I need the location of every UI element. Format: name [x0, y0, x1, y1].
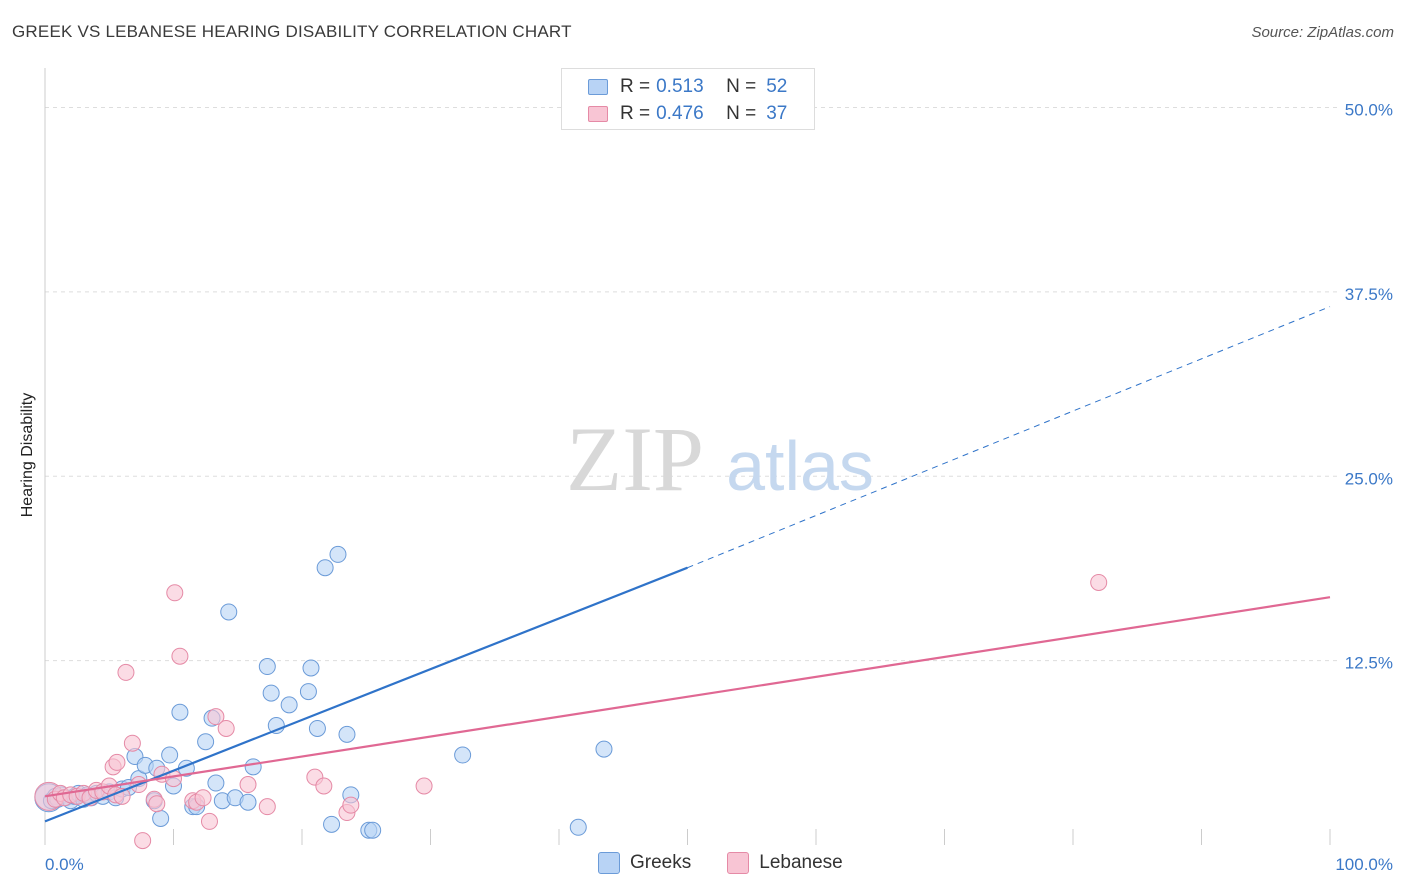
- lebanese-point: [123, 734, 141, 752]
- greeks-point: [302, 659, 320, 677]
- tick-labels: 12.5% 25.0% 37.5% 50.0% 0.0% 100.0%: [45, 101, 1393, 875]
- n-label: N =: [726, 76, 757, 97]
- stats-row-lebanese: R = 0.476 N = 37: [588, 102, 787, 126]
- legend-item-greeks[interactable]: Greeks: [598, 852, 691, 874]
- greeks-point: [299, 683, 317, 701]
- trend-lines: [44, 306, 1331, 823]
- greeks-point: [364, 821, 382, 839]
- greeks-swatch: [588, 79, 608, 95]
- watermark-atlas: atlas: [726, 427, 874, 505]
- greeks-point: [454, 746, 472, 764]
- lebanese-point: [207, 708, 225, 726]
- lebanese-point: [148, 795, 166, 813]
- greeks-point: [316, 559, 334, 577]
- lebanese-point: [1090, 573, 1108, 591]
- x-tick-label: 0.0%: [45, 855, 84, 874]
- greeks-point: [338, 725, 356, 743]
- greeks-point: [239, 793, 257, 811]
- lebanese-point: [117, 663, 135, 681]
- greeks-point: [161, 746, 179, 764]
- lebanese-point: [342, 796, 360, 814]
- lebanese-point: [239, 776, 257, 794]
- stats-row-greeks: R = 0.513 N = 52: [588, 75, 787, 99]
- legend-label-lebanese: Lebanese: [759, 852, 843, 873]
- greeks-point: [280, 696, 298, 714]
- r-value: 0.513: [656, 76, 704, 97]
- y-tick-label: 25.0%: [1345, 469, 1393, 488]
- lebanese-point: [166, 584, 184, 602]
- greeks-legend-swatch: [598, 852, 620, 874]
- r-value: 0.476: [656, 103, 704, 124]
- lebanese-point: [171, 647, 189, 665]
- greeks-point: [244, 758, 262, 776]
- grid-lines: [45, 107, 1340, 662]
- greeks-point: [207, 774, 225, 792]
- lebanese-legend-swatch: [727, 852, 750, 874]
- axes: [44, 68, 1331, 845]
- greeks-point: [329, 545, 347, 563]
- y-tick-label: 12.5%: [1345, 654, 1393, 673]
- greeks-trend-extension: [687, 306, 1331, 569]
- series-legend: Greeks Lebanese: [598, 852, 879, 874]
- y-tick-label: 37.5%: [1345, 285, 1393, 304]
- greeks-point: [197, 733, 215, 751]
- r-label: R =: [620, 76, 651, 97]
- legend-item-lebanese[interactable]: Lebanese: [727, 852, 843, 874]
- lebanese-point: [415, 777, 433, 795]
- greeks-point: [262, 684, 280, 702]
- greeks-point: [258, 658, 276, 676]
- lebanese-swatch: [588, 106, 608, 122]
- lebanese-point: [217, 719, 235, 737]
- greeks-point: [595, 740, 613, 758]
- greeks-trend-line: [44, 566, 688, 823]
- watermark-zip: ZIP: [566, 408, 704, 510]
- greeks-point: [220, 603, 238, 621]
- greeks-point: [152, 809, 170, 827]
- r-label: R =: [620, 103, 651, 124]
- greeks-point: [171, 703, 189, 721]
- lebanese-point: [194, 789, 212, 807]
- n-value: 52: [766, 76, 788, 97]
- n-label: N =: [726, 103, 757, 124]
- x-tick-label: 100.0%: [1335, 855, 1393, 874]
- lebanese-point: [315, 777, 333, 795]
- n-value: 37: [766, 103, 788, 124]
- greeks-point: [569, 818, 587, 836]
- y-tick-label: 50.0%: [1345, 101, 1393, 120]
- legend-label-greeks: Greeks: [630, 852, 692, 873]
- chart-title: GREEK VS LEBANESE HEARING DISABILITY COR…: [12, 22, 572, 41]
- chart-source: Source: ZipAtlas.com: [1251, 24, 1394, 41]
- lebanese-point: [258, 798, 276, 816]
- lebanese-point: [108, 753, 126, 771]
- lebanese-trend-line: [44, 596, 1331, 798]
- greeks-point: [323, 815, 341, 833]
- stats-legend: R = 0.513 N = 52 R = 0.476 N = 37: [561, 68, 815, 130]
- greeks-point: [308, 719, 326, 737]
- lebanese-point: [134, 832, 152, 850]
- lebanese-point: [200, 812, 218, 830]
